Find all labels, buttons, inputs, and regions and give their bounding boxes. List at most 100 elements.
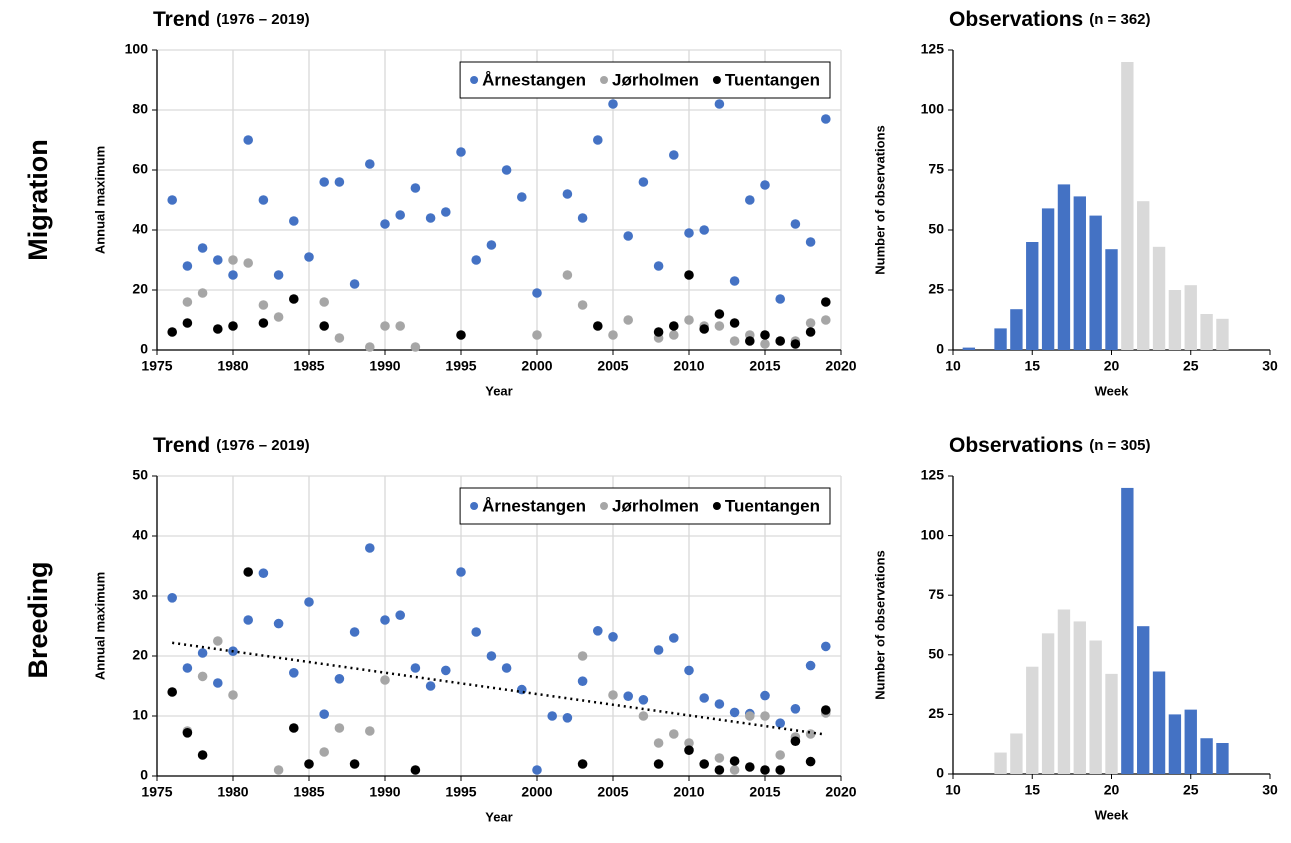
point	[805, 318, 816, 328]
x-tick-label: 2005	[597, 358, 628, 374]
y-tick-label: 50	[132, 467, 148, 483]
point	[775, 336, 785, 346]
point	[729, 318, 740, 328]
bar	[1216, 318, 1229, 350]
point	[805, 756, 816, 767]
point	[167, 327, 177, 337]
point	[471, 255, 482, 265]
point	[319, 297, 330, 307]
point	[821, 705, 831, 715]
subtitle: (n = 305)	[1089, 437, 1150, 454]
bar	[1041, 208, 1055, 350]
bar	[1089, 640, 1102, 774]
point	[729, 276, 740, 286]
point	[577, 759, 588, 769]
point	[775, 765, 785, 775]
point	[669, 633, 679, 643]
point	[304, 759, 314, 769]
point	[456, 330, 466, 340]
point	[547, 711, 557, 721]
point	[684, 228, 694, 238]
point	[365, 543, 375, 553]
point	[258, 300, 269, 310]
point	[714, 309, 725, 319]
point	[380, 675, 390, 685]
legend-label: Tuentangen	[725, 496, 820, 515]
x-tick-label: 10	[945, 782, 961, 798]
point	[729, 707, 740, 718]
point	[395, 210, 406, 220]
x-axis-label: Week	[1095, 807, 1129, 822]
point	[441, 207, 451, 217]
legend-marker	[600, 76, 609, 84]
y-tick-label: 0	[140, 767, 148, 783]
x-tick-label: 2000	[521, 358, 552, 374]
point	[745, 711, 755, 721]
chart-title: Trend (1976 – 2019)	[153, 8, 310, 31]
point	[365, 726, 375, 736]
x-axis-label: Year	[485, 383, 512, 398]
y-tick-label: 100	[921, 101, 945, 117]
x-tick-label: 1980	[217, 784, 248, 800]
x-tick-label: 2000	[521, 784, 552, 800]
legend-box	[459, 487, 831, 525]
point	[775, 718, 785, 728]
point	[760, 180, 770, 190]
point	[653, 645, 664, 655]
point	[653, 738, 664, 748]
point	[653, 327, 664, 337]
x-tick-label: 1975	[141, 784, 172, 800]
x-tick-label: 20	[1104, 782, 1120, 798]
bar	[1184, 285, 1197, 350]
y-tick-label: 0	[936, 341, 944, 357]
point	[395, 610, 406, 620]
point	[821, 641, 831, 652]
point	[775, 750, 785, 760]
point	[760, 339, 770, 349]
bar	[1137, 201, 1150, 350]
point	[699, 693, 709, 703]
legend: Årnestangen Jørholmen Tuentangen	[459, 487, 831, 525]
x-tick-label: 30	[1262, 782, 1278, 798]
x-tick-label: 1985	[293, 358, 324, 374]
point	[805, 327, 816, 337]
point	[456, 567, 466, 577]
point	[760, 330, 770, 340]
point	[289, 294, 299, 304]
y-tick-label: 0	[936, 765, 944, 781]
legend-label: Årnestangen	[482, 70, 586, 89]
bar	[1105, 673, 1118, 774]
row-label: Breeding	[23, 561, 53, 678]
legend-label: Tuentangen	[725, 70, 820, 89]
point	[197, 671, 208, 682]
chart-title: Trend (1976 – 2019)	[153, 434, 310, 457]
point	[821, 315, 831, 325]
y-tick-label: 20	[132, 281, 148, 297]
bar	[1041, 633, 1055, 774]
x-tick-label: 25	[1183, 782, 1199, 798]
point	[593, 626, 603, 636]
point	[441, 665, 451, 676]
point	[501, 663, 512, 673]
point	[228, 270, 238, 280]
bar	[1168, 290, 1182, 350]
point	[304, 597, 314, 607]
point	[380, 219, 390, 229]
point	[699, 225, 709, 235]
point	[501, 165, 512, 175]
point	[228, 321, 238, 331]
y-tick-label: 40	[132, 221, 148, 237]
point	[197, 243, 208, 253]
row-label: Migration	[23, 139, 53, 261]
bar	[1184, 709, 1197, 774]
x-axis-label: Week	[1095, 383, 1129, 398]
point	[213, 255, 223, 265]
point	[593, 135, 603, 145]
legend-label: Jørholmen	[612, 70, 699, 89]
point	[805, 237, 816, 247]
bar	[1216, 743, 1229, 774]
y-tick-label: 30	[132, 587, 148, 603]
point	[197, 750, 208, 760]
point	[425, 681, 436, 691]
